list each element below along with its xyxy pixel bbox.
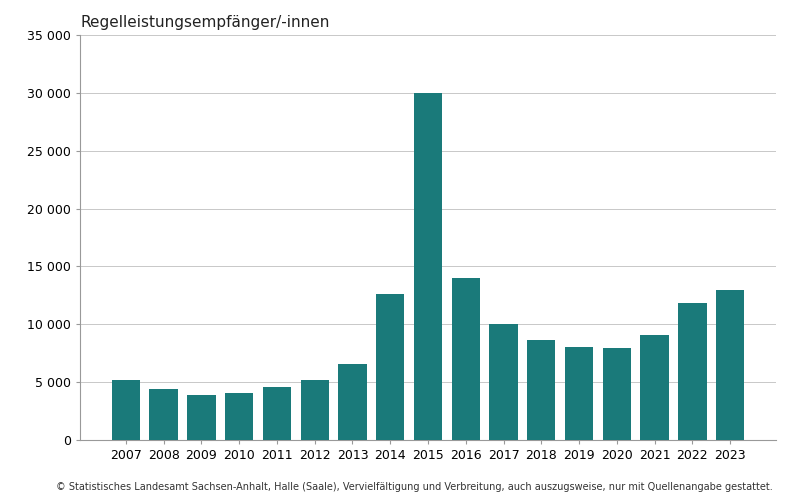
Bar [338, 364, 366, 440]
Bar [225, 392, 254, 440]
Bar [376, 294, 404, 440]
Bar [150, 388, 178, 440]
Bar [490, 324, 518, 440]
Bar [262, 387, 291, 440]
Bar [641, 336, 669, 440]
Bar [112, 380, 140, 440]
Bar [187, 395, 215, 440]
Bar [565, 347, 594, 440]
Bar [414, 93, 442, 440]
Bar [452, 278, 480, 440]
Bar [301, 380, 329, 440]
Bar [678, 304, 706, 440]
Bar [716, 290, 744, 440]
Text: © Statistisches Landesamt Sachsen-Anhalt, Halle (Saale), Vervielfältigung und Ve: © Statistisches Landesamt Sachsen-Anhalt… [56, 482, 773, 492]
Bar [527, 340, 555, 440]
Text: Regelleistungsempfänger/-innen: Regelleistungsempfänger/-innen [80, 14, 330, 30]
Bar [602, 348, 631, 440]
